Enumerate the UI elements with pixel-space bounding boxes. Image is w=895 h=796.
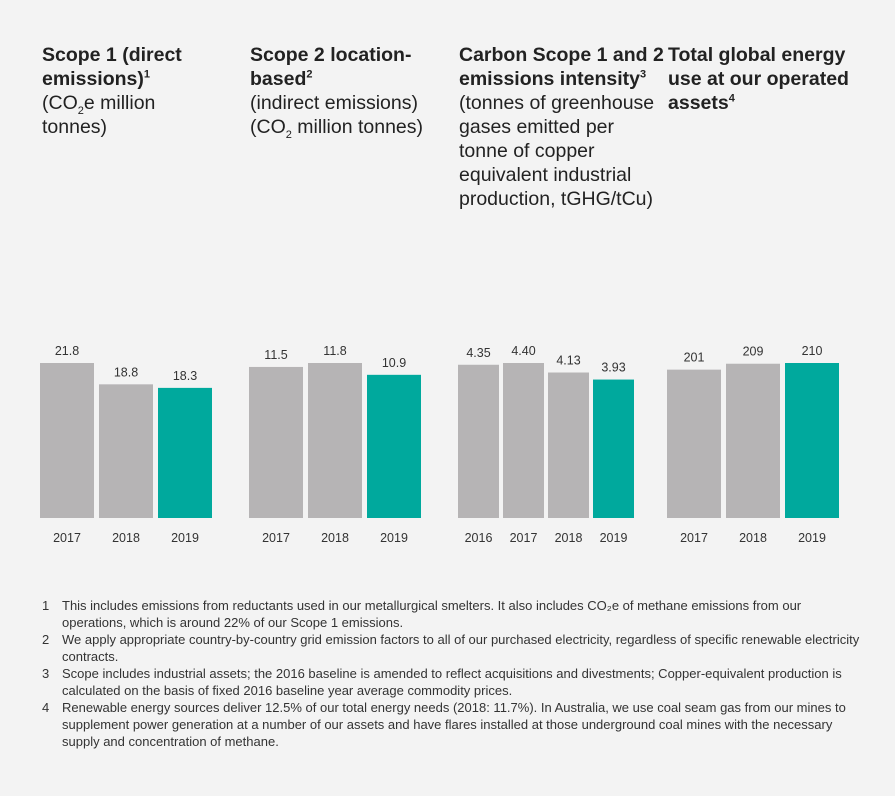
chart-title-bold: Carbon Scope 1 and 2 emissions intensity <box>459 44 664 90</box>
chart-title-bold: Scope 1 (direct emissions) <box>42 44 182 90</box>
chart-subtitle: (indirect emissions) (CO2 million tonnes… <box>250 92 424 141</box>
chart-title-energy: Total global energy use at our operated … <box>668 43 873 115</box>
chart-title-intensity: Carbon Scope 1 and 2 emissions intensity… <box>459 43 664 211</box>
chart-subtitle: (tonnes of greenhouse gases emitted per … <box>459 92 655 210</box>
data-label: 3.93 <box>601 361 625 375</box>
bar <box>249 366 303 518</box>
x-tick-label: 2017 <box>510 531 538 545</box>
footnote-ref: 4 <box>728 92 735 105</box>
footnote: 2 We apply appropriate country-by-country… <box>42 632 860 664</box>
footnote: 1 This includes emissions from reductants… <box>42 598 802 630</box>
data-label: 4.35 <box>466 346 490 360</box>
data-label: 209 <box>743 345 764 359</box>
bar <box>785 363 839 518</box>
bar <box>503 363 544 518</box>
x-tick-label: 2018 <box>739 531 767 545</box>
data-label: 11.5 <box>264 348 287 362</box>
emissions-panel: Scope 1 (direct emissions)1 (CO2e millio… <box>0 12 895 796</box>
bar <box>99 384 153 518</box>
x-tick-label: 2016 <box>465 531 493 545</box>
bar <box>458 364 499 518</box>
x-tick-label: 2019 <box>798 531 826 545</box>
data-label: 201 <box>684 351 705 365</box>
bar <box>548 372 589 518</box>
footnote-ref: 1 <box>143 68 150 81</box>
chart-title-scope2: Scope 2 location-based2 (indirect emissi… <box>250 43 435 141</box>
x-tick-label: 2017 <box>53 531 81 545</box>
x-tick-label: 2019 <box>171 531 199 545</box>
data-label: 4.13 <box>556 354 580 368</box>
chart-title-bold: Total global energy use at our operated … <box>668 44 849 114</box>
x-tick-label: 2018 <box>555 531 583 545</box>
x-tick-label: 2017 <box>262 531 290 545</box>
chart-title-scope1: Scope 1 (direct emissions)1 (CO2e millio… <box>42 43 222 139</box>
data-label: 18.3 <box>173 369 197 383</box>
footnote: 3 Scope includes industrial assets; the 2… <box>42 666 842 698</box>
data-label: 21.8 <box>55 344 79 358</box>
bar <box>726 363 780 518</box>
footnote-ref: 3 <box>639 68 647 81</box>
data-label: 4.40 <box>511 344 535 358</box>
bar <box>593 379 634 518</box>
bar <box>40 363 94 518</box>
x-tick-label: 2018 <box>321 531 349 545</box>
bar-charts: 21.8 2017 18.8 2018 18.3 2019 11.5 2017 11.8 2018… <box>40 344 839 545</box>
data-label: 11.8 <box>323 344 346 358</box>
data-label: 10.9 <box>382 356 406 370</box>
footnotes: 1 This includes emissions from reductants… <box>42 597 862 750</box>
bar <box>308 363 362 518</box>
x-tick-label: 2019 <box>380 531 408 545</box>
x-tick-label: 2019 <box>600 531 628 545</box>
bar <box>667 369 721 518</box>
data-label: 210 <box>802 344 823 358</box>
bar <box>158 387 212 518</box>
x-tick-label: 2018 <box>112 531 140 545</box>
chart-title-bold: Scope 2 location-based <box>250 44 412 90</box>
footnote-ref: 2 <box>306 68 313 81</box>
x-tick-label: 2017 <box>680 531 708 545</box>
data-label: 18.8 <box>114 365 138 379</box>
footnote: 4 Renewable energy sources deliver 12.5% … <box>42 700 846 749</box>
bar <box>367 374 421 518</box>
chart-subtitle: (CO2e million tonnes) <box>42 92 156 138</box>
